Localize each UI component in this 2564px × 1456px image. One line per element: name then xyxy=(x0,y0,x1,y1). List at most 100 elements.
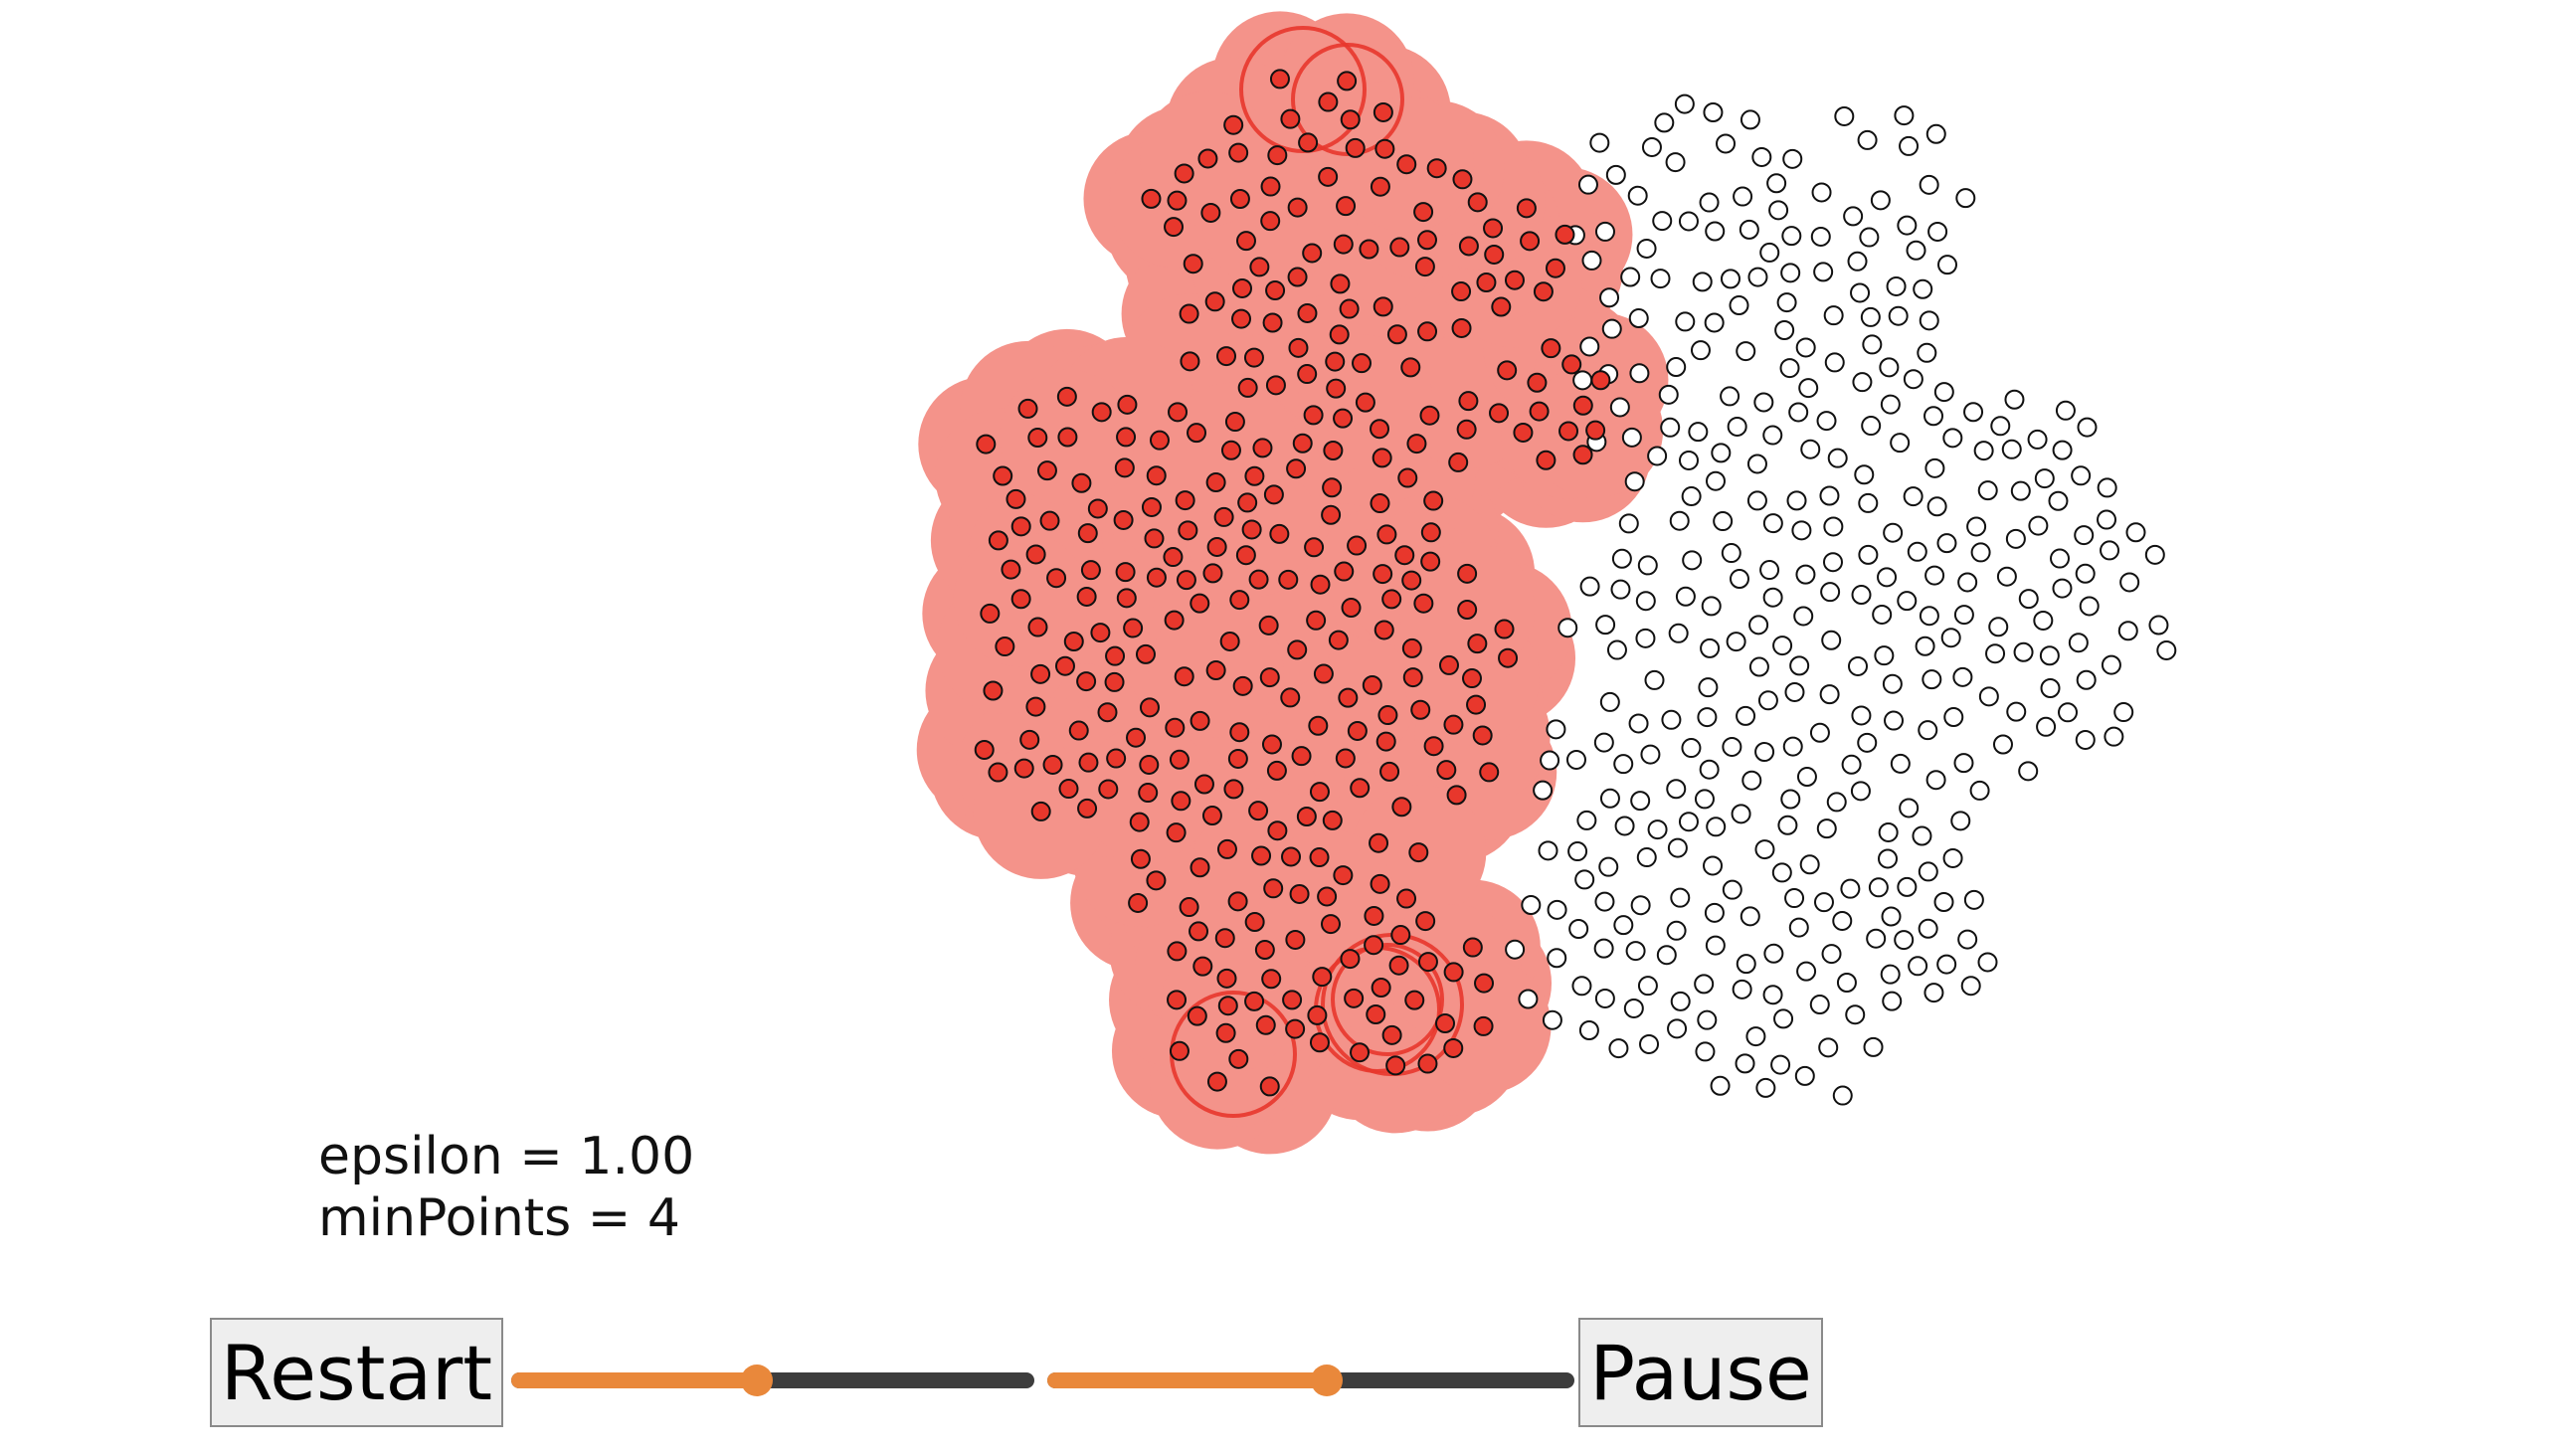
cluster-point xyxy=(1056,386,1077,407)
unvisited-point xyxy=(2034,468,2055,489)
pause-button[interactable]: Pause xyxy=(1578,1318,1823,1427)
epsilon-slider-thumb[interactable] xyxy=(1310,1365,1343,1396)
unvisited-point xyxy=(2104,726,2124,747)
unvisited-point xyxy=(1953,605,1974,626)
unvisited-point xyxy=(1762,587,1783,608)
unvisited-point xyxy=(1890,433,1911,454)
unvisited-point xyxy=(1963,889,1984,910)
cluster-point xyxy=(1076,586,1097,607)
cluster-point xyxy=(1183,254,1203,274)
unvisited-point xyxy=(1942,428,1963,449)
cluster-point xyxy=(1466,694,1487,715)
cluster-point xyxy=(1202,563,1223,584)
unvisited-point xyxy=(1977,952,1998,973)
cluster-point xyxy=(983,680,1004,701)
unvisited-point xyxy=(1568,919,1589,940)
unvisited-point xyxy=(1907,541,1927,562)
cluster-point xyxy=(1408,842,1429,863)
unvisited-point xyxy=(1641,136,1662,157)
unvisited-point xyxy=(1594,988,1615,1008)
cluster-point xyxy=(1369,832,1389,853)
speed-slider-thumb[interactable] xyxy=(741,1365,774,1396)
cluster-point xyxy=(1536,450,1557,470)
cluster-point xyxy=(1190,857,1210,878)
unvisited-point xyxy=(1759,560,1780,581)
unvisited-point xyxy=(1533,780,1554,801)
unvisited-point xyxy=(1538,840,1558,861)
cluster-point xyxy=(1129,812,1150,832)
cluster-point xyxy=(1105,645,1126,666)
unvisited-point xyxy=(1832,910,1853,931)
unvisited-point xyxy=(1823,305,1844,326)
unvisited-point xyxy=(2028,515,2049,536)
cluster-point xyxy=(1244,465,1265,486)
unvisited-point xyxy=(1857,129,1878,150)
unvisited-point xyxy=(1772,636,1793,656)
unvisited-point xyxy=(1794,1065,1815,1086)
cluster-point xyxy=(1304,537,1325,558)
cluster-point xyxy=(1329,324,1350,345)
unvisited-point xyxy=(1722,879,1742,900)
unvisited-point xyxy=(1960,976,1981,997)
unvisited-point xyxy=(1860,306,1881,327)
cluster-point xyxy=(1318,166,1339,187)
cluster-point xyxy=(1232,675,1253,696)
cluster-point xyxy=(1046,568,1067,589)
cluster-point xyxy=(1513,422,1534,443)
epsilon-slider[interactable] xyxy=(1047,1365,1574,1396)
unvisited-point xyxy=(1713,511,1734,532)
restart-button[interactable]: Restart xyxy=(210,1318,503,1427)
unvisited-point xyxy=(1795,564,1816,585)
unvisited-point xyxy=(1571,976,1592,997)
unvisited-point xyxy=(1918,720,1938,741)
cluster-point xyxy=(1396,888,1417,909)
cluster-point xyxy=(1178,520,1198,541)
cluster-point xyxy=(980,603,1001,624)
unvisited-point xyxy=(1635,628,1656,648)
unvisited-point xyxy=(1605,164,1626,185)
unvisited-point xyxy=(1625,941,1646,962)
unvisited-point xyxy=(1841,754,1862,775)
unvisited-point xyxy=(2075,729,2096,750)
cluster-point xyxy=(1541,338,1561,359)
cluster-point xyxy=(1252,438,1273,458)
cluster-point xyxy=(1106,748,1127,769)
unvisited-point xyxy=(1953,753,1974,774)
unvisited-point xyxy=(1681,738,1702,759)
unvisited-point xyxy=(2040,677,2061,698)
unvisited-point xyxy=(1925,123,1946,144)
unvisited-point xyxy=(1919,606,1939,627)
cluster-point xyxy=(1138,783,1159,804)
cluster-point xyxy=(1443,1037,1464,1058)
unvisited-point xyxy=(1880,964,1901,985)
unvisited-point xyxy=(1990,416,2011,437)
cluster-point xyxy=(1087,498,1108,519)
unvisited-point xyxy=(1704,312,1725,333)
unvisited-point xyxy=(1888,305,1909,326)
speed-slider[interactable] xyxy=(511,1365,1034,1396)
cluster-point xyxy=(1420,551,1441,572)
cluster-point xyxy=(1169,1040,1190,1061)
unvisited-point xyxy=(1933,382,1954,403)
unvisited-point xyxy=(1703,855,1724,876)
unvisited-point xyxy=(2113,702,2134,723)
unvisited-point xyxy=(1547,899,1567,920)
cluster-point xyxy=(1335,748,1356,769)
unvisited-point xyxy=(2036,716,2057,737)
cluster-point xyxy=(1165,717,1186,738)
unvisited-point xyxy=(1988,617,2009,637)
unvisited-point xyxy=(1578,1020,1599,1041)
cluster-point xyxy=(1337,71,1358,91)
unvisited-point xyxy=(1593,938,1614,959)
unvisited-point xyxy=(1776,292,1797,313)
cluster-point xyxy=(1474,973,1495,994)
cluster-point xyxy=(1375,731,1396,752)
cluster-point xyxy=(1377,705,1398,726)
unvisited-point xyxy=(1927,221,1948,242)
unvisited-point xyxy=(1746,490,1767,511)
unvisited-point xyxy=(1908,956,1928,977)
cluster-point xyxy=(1260,176,1281,197)
cluster-point xyxy=(1309,782,1330,803)
unvisited-point xyxy=(1859,227,1880,248)
unvisited-point xyxy=(1675,311,1696,332)
